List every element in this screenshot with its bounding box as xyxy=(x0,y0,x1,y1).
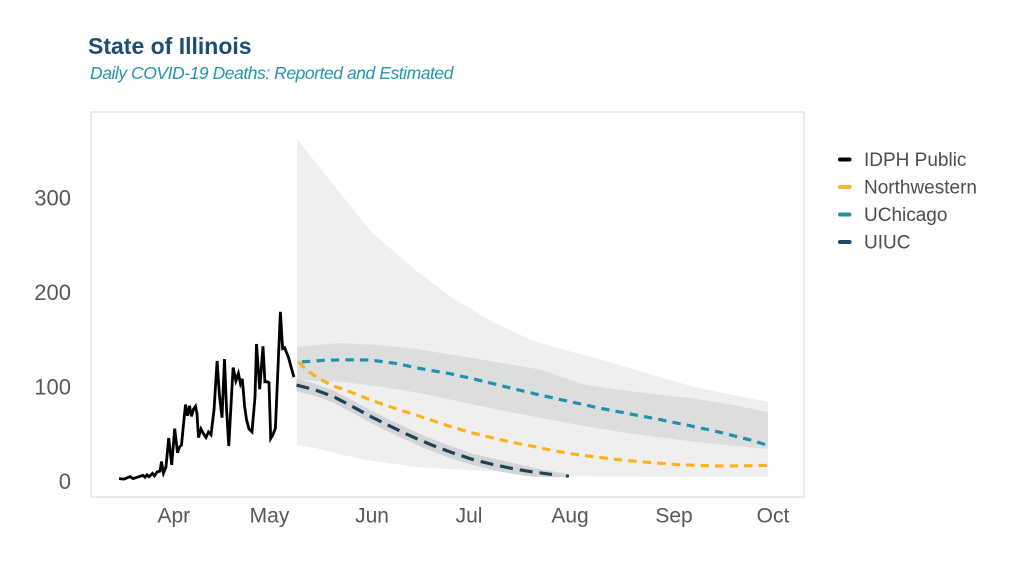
svg-text:Apr: Apr xyxy=(157,505,190,528)
svg-text:Jun: Jun xyxy=(355,505,389,528)
svg-text:IDPH Public: IDPH Public xyxy=(864,150,966,171)
svg-text:0: 0 xyxy=(59,469,71,494)
svg-text:100: 100 xyxy=(34,374,71,399)
svg-text:Jul: Jul xyxy=(456,505,483,528)
svg-text:200: 200 xyxy=(34,280,71,305)
svg-text:Oct: Oct xyxy=(757,505,790,528)
svg-text:Aug: Aug xyxy=(551,505,588,528)
svg-text:Northwestern: Northwestern xyxy=(864,178,977,199)
svg-text:Sep: Sep xyxy=(655,505,692,528)
svg-text:300: 300 xyxy=(34,185,71,210)
svg-text:UChicago: UChicago xyxy=(864,205,947,226)
svg-text:UIUC: UIUC xyxy=(864,233,910,254)
svg-text:May: May xyxy=(250,505,290,528)
